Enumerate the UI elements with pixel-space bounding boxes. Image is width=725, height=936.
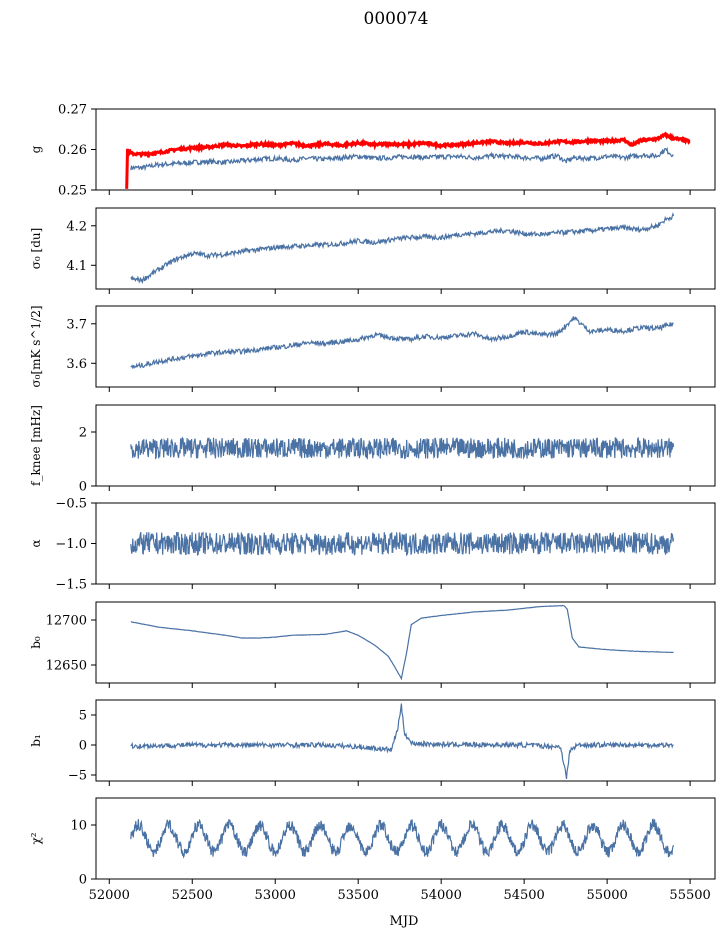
y-tick-label: 0.25 — [58, 184, 87, 199]
x-tick-label: 55000 — [586, 888, 627, 903]
series-line-panel-4 — [130, 436, 675, 460]
x-tick-label: 54500 — [503, 888, 544, 903]
y-tick-label: 10 — [70, 819, 87, 834]
y-tick-label: 0.26 — [58, 143, 87, 158]
y-tick-label: 0 — [79, 480, 87, 495]
series-line-panel-6 — [130, 604, 674, 681]
x-tick-label: 54000 — [420, 888, 461, 903]
y-tick-label: 12650 — [46, 659, 87, 674]
overlay-series-line-panel-1 — [125, 131, 691, 189]
y-axis-label: f_knee [mHz] — [29, 405, 43, 486]
y-tick-label: 0 — [79, 873, 87, 888]
y-axis-label: b₀ — [29, 636, 43, 649]
y-axis-label: χ² — [29, 832, 43, 844]
series-line-panel-2 — [130, 212, 675, 285]
panel-1: 0.25 0.26 0.27 g — [29, 103, 716, 199]
y-axis-label: g — [29, 145, 43, 153]
panel-3: 3.6 3.7 σ₀[mK s^1/2] — [29, 305, 716, 392]
x-tick-label: 53000 — [255, 888, 296, 903]
panel-7: −5 0 5 b₁ — [29, 699, 716, 786]
x-tick-label: 52000 — [89, 888, 130, 903]
y-tick-label: 12700 — [46, 614, 87, 629]
y-tick-label: 4.2 — [66, 219, 87, 234]
y-tick-label: 0 — [79, 739, 87, 754]
y-tick-label: 3.7 — [66, 317, 87, 332]
y-tick-label: 3.6 — [66, 357, 87, 372]
y-axis-label: σ₀ [du] — [29, 228, 43, 270]
y-tick-label: −1.5 — [55, 578, 87, 593]
series-line-panel-8 — [130, 818, 675, 859]
series-line-panel-1 — [130, 146, 674, 172]
panel-8: 0 10 52000 52500 53000 53500 54000 54500 55000 55… — [29, 797, 716, 903]
axes-frame — [95, 601, 716, 684]
x-tick-label: 55500 — [669, 888, 710, 903]
y-tick-label: 4.1 — [66, 259, 87, 274]
y-tick-label: 0.27 — [58, 103, 87, 118]
axes-frame — [95, 699, 716, 782]
y-tick-label: 5 — [79, 709, 87, 724]
axes-frame — [95, 797, 716, 880]
figure-title: 000074 — [364, 9, 429, 29]
y-tick-label: −0.5 — [55, 497, 87, 512]
axes-frame — [95, 305, 716, 388]
x-tick-label: 52500 — [172, 888, 213, 903]
y-axis-label: b₁ — [29, 734, 43, 747]
axes-frame — [95, 207, 716, 290]
panels: 0.25 0.26 0.27 g 4.1 4.2 σ₀ [du] 3.6 3.7 σ₀[mK s^… — [29, 103, 716, 903]
panel-5: −1.5 −1.0 −0.5 α — [29, 497, 716, 593]
y-axis-label: α — [29, 539, 43, 547]
series-line-panel-5 — [130, 531, 675, 557]
axes-frame — [95, 404, 716, 487]
y-tick-label: −1.0 — [55, 537, 87, 552]
x-axis-label: MJD — [390, 914, 419, 929]
panel-4: 0 2 f_knee [mHz] — [29, 404, 716, 495]
y-tick-label: −5 — [68, 769, 87, 784]
y-axis-label: σ₀[mK s^1/2] — [29, 305, 43, 387]
x-tick-label: 53500 — [338, 888, 379, 903]
panel-2: 4.1 4.2 σ₀ [du] — [29, 207, 716, 294]
y-tick-label: 2 — [79, 426, 87, 441]
series-line-panel-7 — [130, 703, 674, 779]
series-line-panel-3 — [130, 316, 674, 370]
